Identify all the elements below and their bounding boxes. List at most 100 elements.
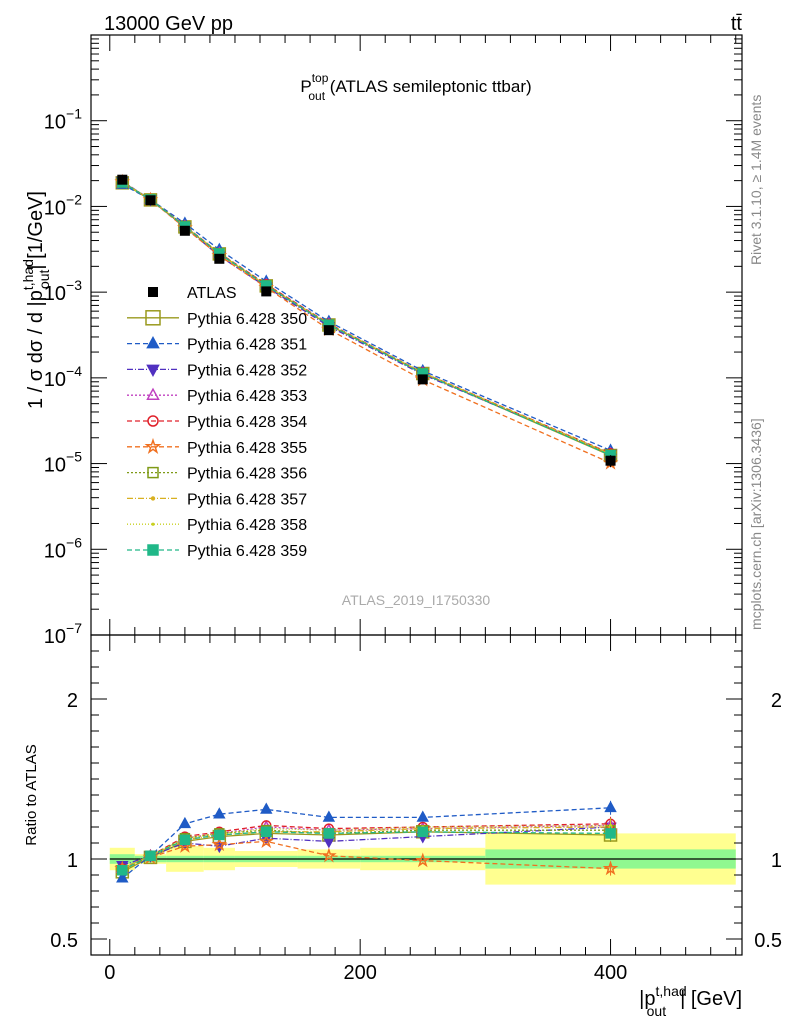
ylabel-sub: out [36,269,52,289]
ratio-point [605,828,616,839]
legend-label: Pythia 6.428 358 [187,517,307,534]
atlas-point [145,195,156,206]
ratio-point [416,810,429,822]
plot-title: Ptop out (ATLAS semileptonic ttbar) [300,71,531,103]
legend-item: Pythia 6.428 351 [127,336,307,354]
ratio-line [122,826,611,870]
ratio-y-tick-label-right: 0.5 [754,930,782,952]
legend-label: Pythia 6.428 359 [187,543,307,560]
ratio-series-group [114,800,619,883]
legend-marker [146,387,160,400]
legend-label: Pythia 6.428 351 [187,337,307,354]
atlas-point [214,253,225,264]
main-y-axis-label: 1 / σ dσ / d |pt,hadout| [1/GeV] [20,191,52,409]
legend-label: Pythia 6.428 354 [187,414,307,431]
series-line [121,181,611,456]
legend-marker [147,544,159,556]
ratio-point [414,852,431,868]
ratio-point [260,802,273,814]
xlabel-pre: |p [639,988,655,1010]
legend-marker [148,287,158,297]
ratio-y-tick-label: 0.5 [50,930,78,952]
ratio-point [178,816,192,829]
ratio-line [121,807,611,879]
ratio-point [417,826,429,838]
legend-label: Pythia 6.428 350 [187,311,307,328]
y-tick-label: 10−3 [44,277,82,305]
ratio-point [179,834,191,846]
legend-marker [146,336,160,349]
legend-item: Pythia 6.428 352 [127,362,307,379]
ratio-panel-frame [90,634,743,956]
ratio-point [322,837,336,849]
ratio-point [117,864,128,876]
ratio-y-tick-label-right: 2 [771,690,782,712]
energy-label: 13000 GeV pp [104,13,233,35]
legend: ATLAS Pythia 6.428 350 Pythia 6.428 351 Pyt… [127,285,307,560]
xlabel-sub: out [647,1003,667,1019]
legend-item: Pythia 6.428 354 [127,414,307,431]
analysis-id-label: ATLAS_2019_I1750330 [342,592,491,608]
ratio-point [323,828,335,839]
ylabel-sup: t,had [20,259,36,290]
legend-label: ATLAS [187,285,237,302]
title-sup: top [312,71,329,85]
ratio-point [116,871,129,883]
ratio-point [211,836,228,852]
main-axis-ticks: 10−1 10−2 10−3 10−4 10−5 10−6 10−7 [44,35,742,648]
ratio-panel: 0.5 0.5 1 1 2 2 0 200 400 Ratio to ATLAS |pt,had… [23,634,782,1019]
ratio-point [213,807,226,819]
ratio-point [608,823,613,828]
ratio-line [122,829,611,871]
legend-label: Pythia 6.428 355 [187,440,307,457]
legend-marker [147,415,159,427]
xlabel-post: | [GeV] [680,988,742,1010]
y-tick-label: 10−6 [44,534,82,562]
x-axis-label: |pt,had out | [GeV] [639,983,742,1019]
ratio-series-pythia-6-428-351 [116,800,617,883]
atlas-data [117,174,616,468]
main-series-group [114,173,619,470]
x-tick-label: 200 [343,962,376,984]
title-main: P [300,77,311,96]
legend-label: Pythia 6.428 353 [187,388,307,405]
ratio-line [122,823,611,870]
atlas-point [261,286,272,297]
atlas-point [605,455,616,466]
ratio-point [604,800,617,813]
legend-item-atlas: ATLAS [148,285,237,302]
legend-item: Pythia 6.428 357 [127,491,307,508]
y-tick-label: 10−7 [44,620,82,648]
series-line [121,183,611,451]
legend-item: Pythia 6.428 356 [127,466,307,483]
legend-item: Pythia 6.428 350 [127,310,307,328]
legend-marker [147,466,159,479]
legend-label: Pythia 6.428 352 [187,362,307,379]
ratio-series-pythia-6-428-359 [117,826,616,876]
series-line [121,181,611,455]
atlas-point [417,374,428,385]
ratio-axis-ticks: 0.5 0.5 1 1 2 2 0 200 400 [50,635,782,984]
ylabel-pre: 1 / σ dσ / d |p [25,290,47,409]
ratio-point [602,860,619,876]
xlabel-sup: t,had [656,983,687,999]
ratio-y-tick-label: 2 [67,690,78,712]
rivet-version-label: Rivet 3.1.10, ≥ 1.4M events [748,95,764,265]
atlas-point [323,325,334,336]
x-tick-label: 0 [104,962,115,984]
atlas-point [179,225,190,236]
legend-marker [144,437,162,455]
ylabel-post: | [1/GeV] [25,191,47,270]
ratio-point [214,829,225,841]
main-panel: 10−1 10−2 10−3 10−4 10−5 10−6 10−7 ATLAS_2019_… [20,34,743,648]
ratio-point [145,850,156,862]
legend-marker [151,522,155,526]
legend-label: Pythia 6.428 356 [187,466,307,483]
ratio-line [122,831,611,871]
legend-item: Pythia 6.428 353 [127,387,307,405]
legend-marker [150,496,156,501]
title-rest: (ATLAS semileptonic ttbar) [325,77,532,96]
legend-item: Pythia 6.428 355 [127,437,307,457]
mcplots-label: mcplots.cern.ch [arXiv:1306.3436] [748,418,764,630]
